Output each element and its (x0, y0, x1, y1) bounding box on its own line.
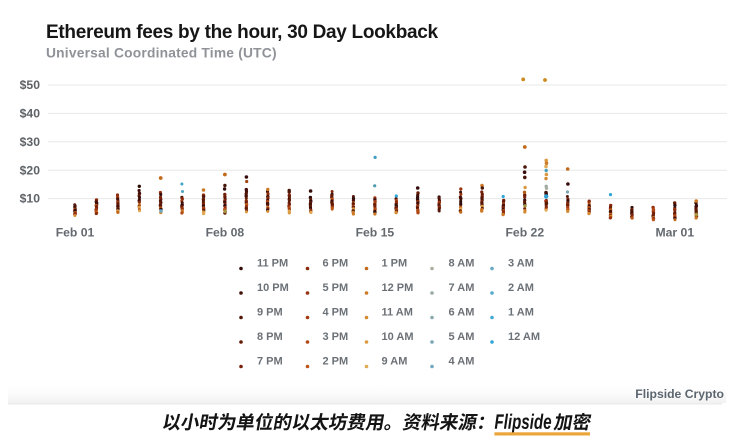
svg-text:11 PM: 11 PM (257, 257, 288, 269)
svg-text:3 PM: 3 PM (323, 331, 349, 343)
svg-text:8 PM: 8 PM (257, 331, 283, 343)
svg-text:10 PM: 10 PM (257, 282, 289, 294)
svg-text:6 AM: 6 AM (449, 306, 475, 318)
svg-text:1 AM: 1 AM (508, 306, 534, 318)
svg-text:7 AM: 7 AM (449, 282, 475, 294)
svg-text:Mar 01: Mar 01 (655, 226, 694, 240)
svg-text:3 AM: 3 AM (508, 257, 534, 269)
svg-text:7 PM: 7 PM (257, 355, 283, 367)
svg-text:9 PM: 9 PM (257, 306, 283, 318)
svg-text:$30: $30 (20, 135, 41, 149)
svg-text:$10: $10 (20, 192, 41, 206)
svg-text:Flipside Crypto: Flipside Crypto (635, 387, 724, 401)
svg-text:12 PM: 12 PM (382, 282, 414, 294)
svg-text:2 AM: 2 AM (508, 282, 534, 294)
svg-text:Feb 15: Feb 15 (356, 226, 395, 240)
svg-text:5 PM: 5 PM (323, 282, 349, 294)
svg-text:$20: $20 (20, 163, 41, 177)
svg-text:$50: $50 (20, 78, 41, 92)
svg-text:Feb 22: Feb 22 (505, 226, 544, 240)
svg-text:11 AM: 11 AM (382, 306, 413, 318)
svg-text:4 AM: 4 AM (449, 355, 475, 367)
svg-text:5 AM: 5 AM (449, 331, 475, 343)
svg-text:6 PM: 6 PM (323, 257, 349, 269)
svg-text:1 PM: 1 PM (382, 257, 408, 269)
svg-text:12 AM: 12 AM (508, 331, 540, 343)
svg-text:Feb 01: Feb 01 (56, 226, 95, 240)
svg-text:Ethereum fees by the hour, 30: Ethereum fees by the hour, 30 Day Lookba… (46, 22, 439, 43)
svg-text:Feb 08: Feb 08 (206, 226, 245, 240)
svg-text:8 AM: 8 AM (449, 257, 475, 269)
svg-text:Universal Coordinated Time (UT: Universal Coordinated Time (UTC) (46, 46, 277, 61)
svg-text:10 AM: 10 AM (382, 331, 414, 343)
svg-text:4 PM: 4 PM (323, 306, 349, 318)
svg-text:9 AM: 9 AM (382, 355, 408, 367)
svg-text:$40: $40 (20, 107, 41, 121)
svg-text:2 PM: 2 PM (323, 355, 349, 367)
